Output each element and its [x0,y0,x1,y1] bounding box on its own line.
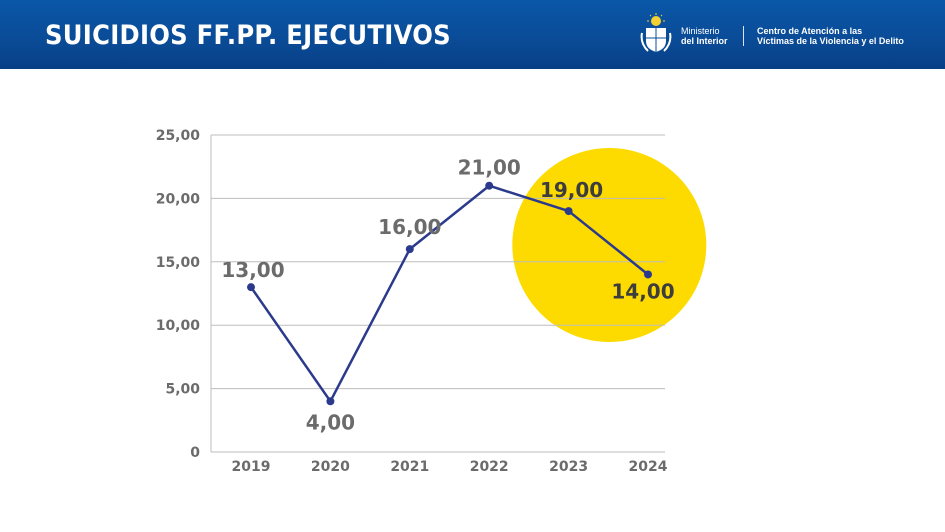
coat-of-arms-icon [640,13,672,52]
y-tick-label: 20,00 [156,191,201,207]
x-tick-label: 2021 [390,459,429,475]
x-tick-label: 2019 [232,459,271,475]
data-point [326,397,335,406]
y-tick-label: 10,00 [156,318,201,334]
x-tick-label: 2022 [470,459,509,475]
data-label: 14,00 [611,279,674,303]
header-bar: SUICIDIOS FF.PP. EJECUTIVOS Ministerio d… [0,0,945,69]
data-label: 16,00 [378,215,441,239]
center-line-1: Centro de Atención a las [757,26,863,36]
data-point [247,283,255,292]
data-label: 21,00 [458,156,521,180]
center-name: Centro de Atención a las Víctimas de la … [757,26,904,46]
y-tick-label: 15,00 [156,255,201,271]
center-line-2: Víctimas de la Violencia y el Delito [757,36,904,46]
data-label: 4,00 [306,410,355,434]
page-title: SUICIDIOS FF.PP. EJECUTIVOS [45,20,451,51]
header-divider [743,26,744,46]
data-label: 13,00 [221,258,284,282]
data-point [485,181,494,190]
y-tick-label: 5,00 [165,382,200,398]
ministry-line-1: Ministerio [681,26,720,36]
data-point [405,245,414,254]
data-label: 19,00 [540,178,603,202]
x-tick-label: 2024 [629,459,668,475]
y-tick-label: 0 [190,445,200,461]
ministry-line-2: del Interior [681,36,728,46]
y-tick-label: 25,00 [156,128,201,144]
x-tick-label: 2020 [311,459,350,475]
series-line [249,184,649,403]
data-point [564,207,573,216]
data-point [644,270,652,279]
x-tick-label: 2023 [549,459,588,475]
ministry-name: Ministerio del Interior [681,26,728,46]
